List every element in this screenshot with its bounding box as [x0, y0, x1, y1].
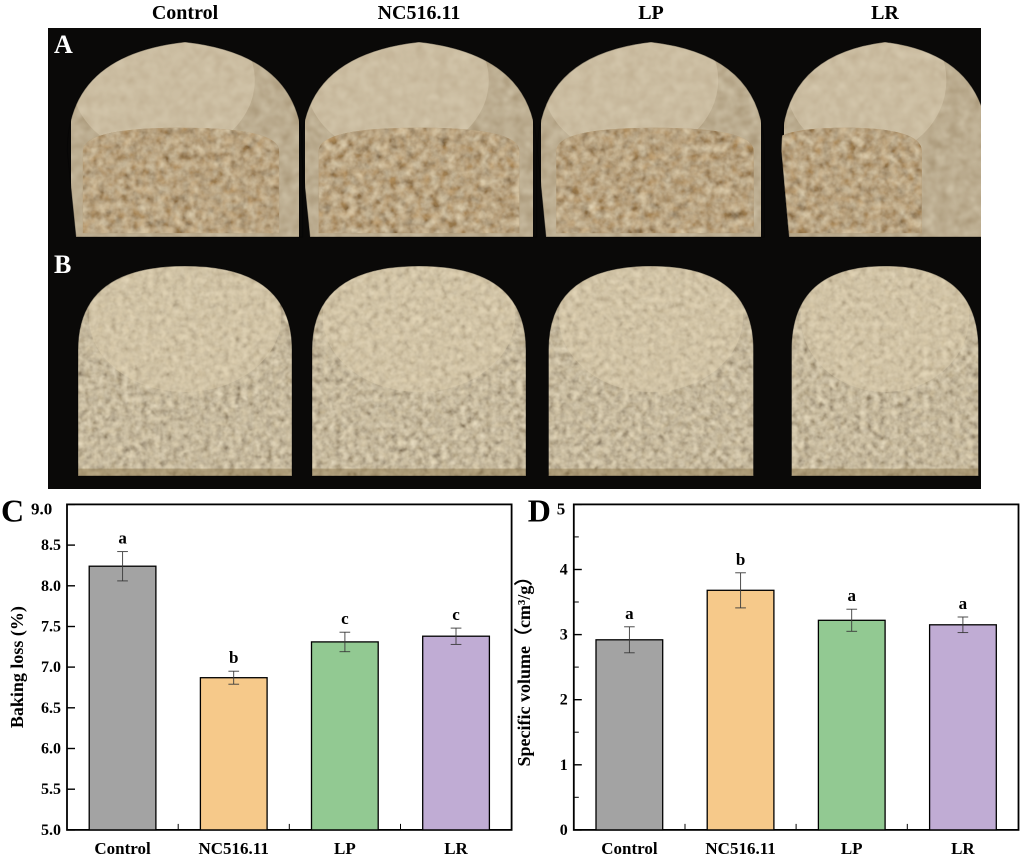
svg-text:a: a — [847, 586, 856, 605]
svg-text:b: b — [229, 648, 238, 667]
svg-text:LP: LP — [841, 839, 863, 858]
svg-text:Control: Control — [601, 839, 658, 858]
svg-text:a: a — [959, 594, 968, 613]
svg-text:6.5: 6.5 — [41, 700, 61, 717]
svg-text:2: 2 — [560, 692, 568, 709]
svg-text:0: 0 — [560, 822, 568, 839]
svg-text:Control: Control — [94, 839, 151, 858]
svg-text:b: b — [736, 550, 745, 569]
svg-text:D: D — [528, 492, 551, 528]
svg-text:LR: LR — [444, 839, 468, 858]
svg-text:c: c — [452, 605, 460, 624]
svg-text:LP: LP — [334, 839, 356, 858]
svg-text:6.0: 6.0 — [41, 741, 61, 758]
svg-text:NC516.11: NC516.11 — [199, 839, 269, 858]
svg-text:3: 3 — [560, 627, 568, 644]
svg-text:LR: LR — [951, 839, 975, 858]
svg-text:5: 5 — [557, 499, 566, 518]
svg-text:a: a — [118, 529, 127, 548]
svg-text:9.0: 9.0 — [31, 499, 52, 518]
svg-text:5.5: 5.5 — [41, 781, 61, 798]
svg-text:c: c — [341, 609, 349, 628]
svg-text:NC516.11: NC516.11 — [705, 839, 775, 858]
svg-text:1: 1 — [560, 757, 568, 774]
svg-text:Specific volume（cm³/g）: Specific volume（cm³/g） — [514, 568, 534, 767]
svg-text:a: a — [625, 604, 634, 623]
svg-text:8.5: 8.5 — [41, 537, 61, 554]
svg-text:5.0: 5.0 — [41, 822, 61, 839]
svg-text:7.0: 7.0 — [41, 659, 61, 676]
svg-text:4: 4 — [560, 562, 568, 579]
svg-text:8.0: 8.0 — [41, 578, 61, 595]
svg-text:Baking loss (%): Baking loss (%) — [7, 606, 28, 728]
svg-text:7.5: 7.5 — [41, 619, 61, 636]
svg-text:C: C — [1, 492, 24, 528]
